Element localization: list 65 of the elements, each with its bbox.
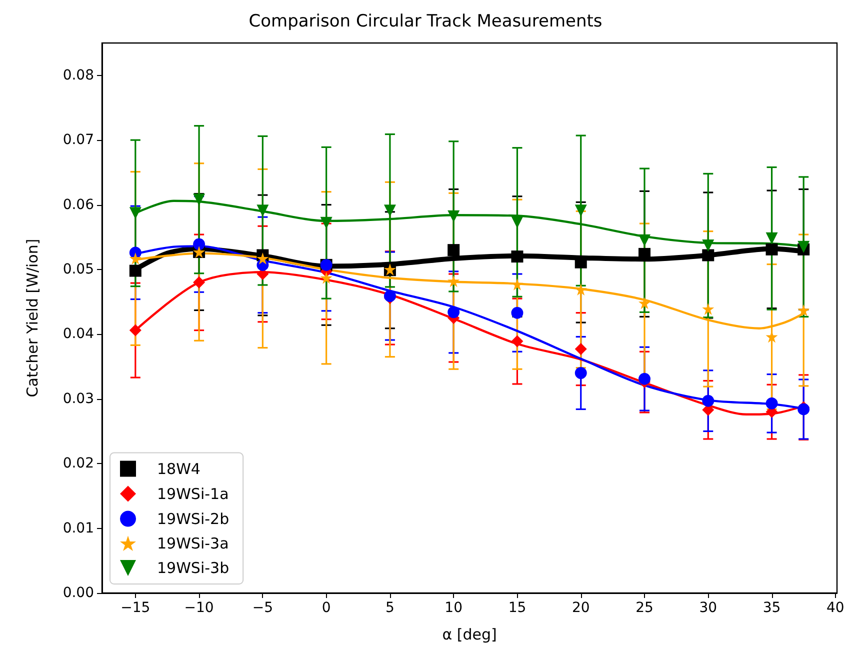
point	[129, 264, 142, 277]
point	[193, 276, 206, 288]
x-tick-label: −10	[184, 600, 214, 616]
point	[511, 216, 524, 228]
legend-label: 19WSi-1a	[157, 484, 229, 503]
point	[574, 204, 587, 217]
point	[511, 306, 524, 319]
point	[511, 335, 524, 348]
point	[193, 194, 206, 206]
y-tick-label: 0.01	[62, 520, 94, 536]
y-tick-label: 0.06	[62, 196, 94, 213]
point	[193, 238, 206, 250]
x-tick-label: −15	[120, 600, 150, 616]
point	[702, 249, 714, 262]
x-tick-label: 15	[508, 600, 526, 616]
point	[638, 297, 650, 310]
point	[448, 275, 460, 288]
x-tick-label: 30	[699, 600, 718, 616]
x-axis-title: α [deg]	[442, 626, 497, 644]
legend-label: 19WSi-2b	[157, 510, 230, 528]
point	[702, 240, 714, 252]
point	[766, 397, 778, 410]
point	[798, 304, 810, 316]
point	[129, 207, 142, 220]
y-tick-label: 0.00	[62, 585, 94, 601]
y-axis-title: Catcher Yield [W/ion]	[24, 238, 42, 398]
x-tick-label: 0	[322, 600, 331, 616]
point	[129, 324, 142, 336]
point	[574, 367, 587, 379]
legend-label: 19WSi-3b	[157, 559, 230, 577]
point	[448, 244, 460, 256]
y-tick-label: 0.05	[62, 261, 94, 278]
x-tick-label: 10	[444, 600, 463, 616]
point	[384, 204, 396, 217]
point	[702, 394, 714, 407]
point	[256, 204, 269, 217]
point	[511, 250, 524, 263]
point	[766, 232, 778, 244]
x-tick-label: 35	[762, 600, 781, 616]
y-tick-label: 0.04	[62, 326, 94, 342]
point	[320, 216, 332, 229]
y-tick-label: 0.08	[62, 67, 94, 84]
point	[638, 234, 650, 246]
x-tick-label: −5	[252, 600, 273, 616]
x-tick-label: 40	[826, 600, 844, 616]
y-tick-label: 0.07	[62, 132, 94, 148]
point	[798, 240, 810, 253]
point	[129, 252, 142, 264]
x-tick-label: 20	[572, 600, 590, 616]
point	[448, 306, 460, 318]
point	[638, 372, 650, 385]
point	[574, 343, 587, 356]
point	[448, 210, 460, 222]
chart-title: Comparison Circular Track Measurements	[248, 12, 602, 32]
y-tick-label: 0.03	[62, 390, 94, 407]
x-tick-label: 25	[636, 600, 654, 616]
point	[320, 272, 332, 284]
point	[256, 252, 269, 264]
y-tick-label: 0.02	[62, 456, 94, 472]
point	[574, 284, 587, 296]
legend-label: 19WSi-3a	[157, 534, 229, 552]
point	[702, 302, 714, 315]
point	[766, 243, 778, 256]
legend-label: 18W4	[157, 460, 200, 478]
x-tick-label: 5	[385, 600, 394, 616]
